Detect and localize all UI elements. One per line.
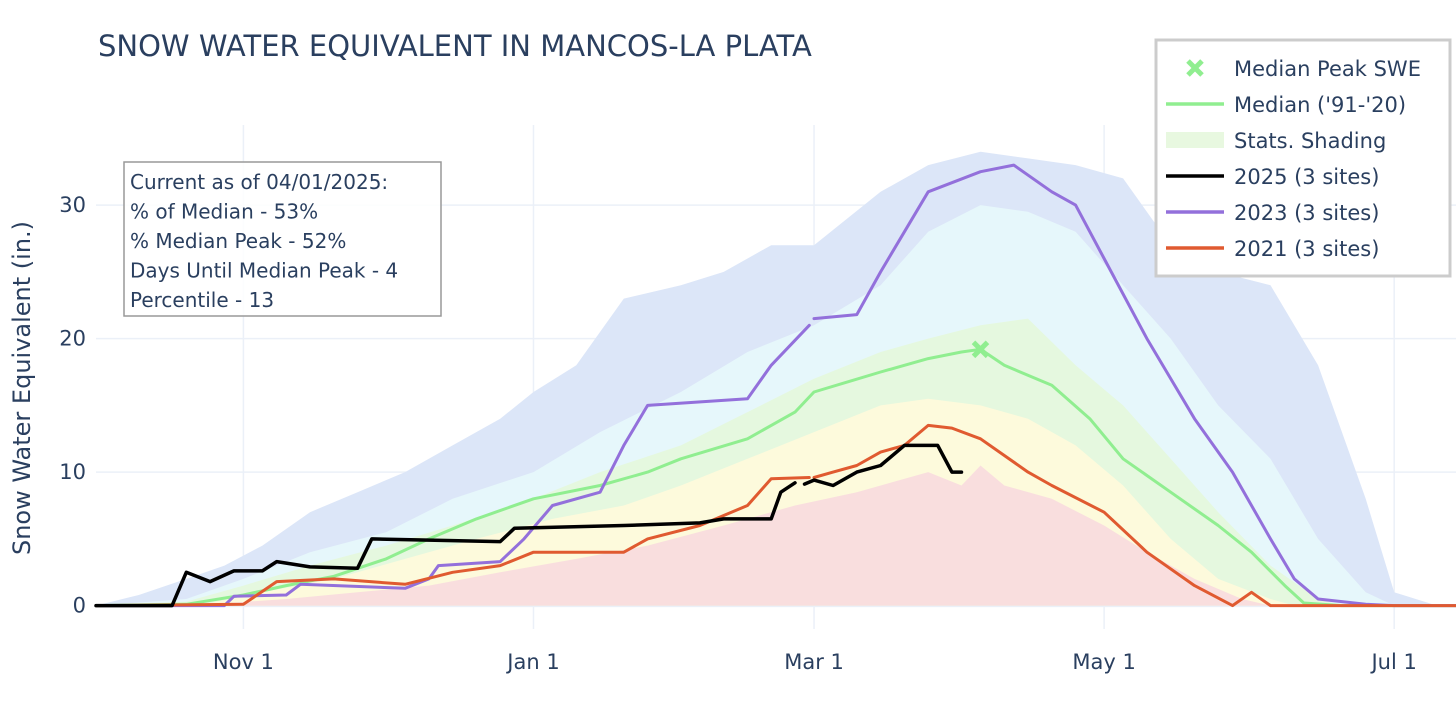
x-tick-label: Nov 1	[213, 650, 274, 674]
median-peak-marker	[971, 340, 990, 359]
legend-label: 2025 (3 sites)	[1234, 165, 1379, 189]
series-line	[812, 423, 1456, 608]
annotation-line: Days Until Median Peak - 4	[130, 259, 398, 283]
legend-item: 2021 (3 sites)	[1166, 237, 1379, 261]
annotation-line: % Median Peak - 52%	[130, 229, 346, 253]
legend-item: 2023 (3 sites)	[1166, 201, 1379, 225]
x-axis: Nov 1 Jan 1 Mar 1 May 1 Jul 1	[213, 650, 1417, 674]
status-annotation: Current as of 04/01/2025: % of Median - 5…	[123, 161, 442, 317]
y-tick-label: 20	[59, 327, 86, 351]
y-axis: 0 10 20 30	[59, 193, 86, 618]
y-axis-title: Snow Water Equivalent (in.)	[8, 221, 36, 555]
chart-title: SNOW WATER EQUIVALENT IN MANCOS-LA PLATA	[98, 29, 812, 63]
series-line	[802, 443, 964, 488]
x-tick-label: May 1	[1072, 650, 1135, 674]
legend-box	[1154, 38, 1452, 278]
x-tick-label: Jan 1	[505, 650, 559, 674]
legend-item: Median ('91-'20)	[1166, 93, 1406, 117]
annotation-line: % of Median - 53%	[130, 200, 318, 224]
series-line	[812, 163, 1456, 608]
annotation-line: Current as of 04/01/2025:	[130, 170, 388, 194]
title: SNOW WATER EQUIVALENT IN MANCOS-LA PLATA	[98, 29, 812, 63]
legend: Median Peak SWE Median ('91-'20) Stats. Sh…	[1154, 38, 1452, 278]
median-peak-marker-group	[971, 340, 990, 359]
stats-band	[96, 465, 1456, 606]
x-tick-label: Jul 1	[1369, 650, 1416, 674]
legend-label: Stats. Shading	[1234, 129, 1386, 153]
legend-label: 2021 (3 sites)	[1234, 237, 1379, 261]
y-tick-label: 30	[59, 193, 86, 217]
legend-label: Median Peak SWE	[1234, 57, 1421, 81]
series-line	[94, 323, 811, 608]
series-lines	[94, 163, 1456, 608]
legend-item: Median Peak SWE	[1186, 57, 1421, 81]
annotation-line: Percentile - 13	[130, 288, 274, 312]
series-line	[94, 476, 811, 608]
y-tick-label: 10	[59, 460, 86, 484]
legend-item: 2025 (3 sites)	[1166, 165, 1379, 189]
x-tick-label: Mar 1	[784, 650, 844, 674]
legend-label: 2023 (3 sites)	[1234, 201, 1379, 225]
legend-label: Median ('91-'20)	[1234, 93, 1406, 117]
annotation-box	[123, 161, 442, 317]
series-line	[94, 481, 797, 608]
y-tick-label: 0	[73, 594, 86, 618]
series-line	[94, 347, 1456, 608]
legend-item: Stats. Shading	[1166, 129, 1386, 153]
